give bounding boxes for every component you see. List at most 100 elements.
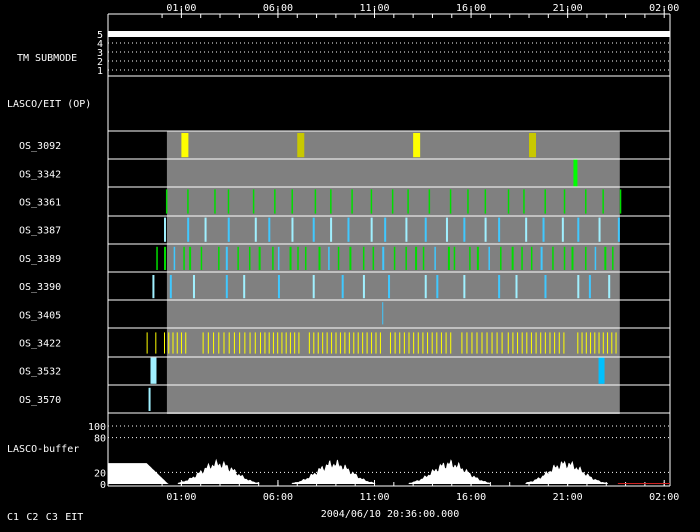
os-row-label: OS_3405 xyxy=(19,310,61,321)
legend-eit: EIT xyxy=(65,512,83,523)
os-mark xyxy=(148,387,151,411)
os-mark xyxy=(312,217,315,242)
os-mark xyxy=(372,246,375,270)
os-mark xyxy=(619,189,622,214)
os-mark xyxy=(233,332,235,354)
os-mark xyxy=(382,302,384,325)
os-mark xyxy=(604,246,607,270)
os-mark xyxy=(585,246,587,270)
os-mark xyxy=(427,332,429,354)
os-mark xyxy=(563,332,565,354)
timestamp-label: 2004/06/10 20:36:00.000 xyxy=(321,509,459,520)
os-mark xyxy=(544,189,546,214)
buffer-tick-label: 100 xyxy=(88,422,106,433)
buffer-tick-label: 20 xyxy=(94,468,106,479)
os-mark xyxy=(453,246,456,270)
os-row-label: OS_3570 xyxy=(19,395,61,406)
os-mark xyxy=(388,275,391,299)
os-mark xyxy=(529,133,537,158)
os-row-label: OS_3390 xyxy=(19,282,61,293)
os-mark xyxy=(540,246,543,270)
os-mark xyxy=(289,332,291,354)
os-mark xyxy=(370,217,373,242)
os-mark xyxy=(322,332,324,354)
os-mark xyxy=(185,332,187,354)
os-mark xyxy=(176,332,178,354)
os-mark xyxy=(413,133,421,158)
os-mark xyxy=(291,217,294,242)
os-row-label: OS_3361 xyxy=(19,198,61,209)
os-mark xyxy=(467,189,469,214)
os-mark xyxy=(330,217,333,242)
os-mark xyxy=(602,332,604,354)
os-mark xyxy=(155,332,157,354)
os-mark xyxy=(181,133,189,158)
os-mark xyxy=(577,332,579,354)
os-mark xyxy=(561,217,564,242)
os-mark xyxy=(249,332,251,354)
os-mark xyxy=(152,275,155,299)
os-mark xyxy=(512,332,514,354)
os-mark xyxy=(486,332,488,354)
os-mark xyxy=(312,275,315,299)
os-mark xyxy=(331,332,333,354)
os-mark xyxy=(379,332,381,354)
os-mark xyxy=(277,275,280,299)
os-mark xyxy=(431,332,433,354)
os-mark xyxy=(165,189,168,214)
os-mark xyxy=(168,332,170,354)
os-mark xyxy=(192,275,195,299)
os-mark xyxy=(463,217,466,242)
os-mark xyxy=(244,332,246,354)
os-mark xyxy=(608,275,611,299)
os-mark xyxy=(447,246,450,270)
os-mark xyxy=(394,332,396,354)
os-mark xyxy=(585,189,587,214)
os-mark xyxy=(484,189,487,214)
os-mark xyxy=(228,332,230,354)
os-mark xyxy=(577,275,580,299)
os-mark xyxy=(391,189,394,214)
os-mark xyxy=(491,332,493,354)
time-label-bottom: 06:00 xyxy=(263,492,293,503)
os-mark xyxy=(540,332,542,354)
os-mark xyxy=(424,217,427,242)
tm-level-label: 3 xyxy=(97,48,103,59)
os-mark xyxy=(339,332,341,354)
os-mark xyxy=(298,332,300,354)
os-mark xyxy=(521,332,523,354)
os-mark xyxy=(237,246,239,270)
os-mark xyxy=(481,332,483,354)
legend-c1: C1 xyxy=(7,512,19,523)
os-mark xyxy=(357,332,359,354)
os-mark xyxy=(530,332,532,354)
os-mark xyxy=(590,332,592,354)
os-row-label: OS_3532 xyxy=(19,367,61,378)
os-mark xyxy=(314,189,317,214)
time-label-bottom: 02:00 xyxy=(649,492,679,503)
os-mark xyxy=(544,332,546,354)
os-mark xyxy=(511,246,514,270)
os-mark xyxy=(515,275,518,299)
legend-c3: C3 xyxy=(46,512,58,523)
tm-submode-label: TM SUBMODE xyxy=(17,53,77,64)
os-mark xyxy=(461,332,463,354)
os-mark xyxy=(413,332,415,354)
os-mark xyxy=(434,246,436,270)
os-mark xyxy=(488,246,490,270)
os-mark xyxy=(530,246,533,270)
os-mark xyxy=(223,332,225,354)
os-mark xyxy=(573,159,578,187)
os-mark xyxy=(277,246,280,270)
os-mark xyxy=(558,332,560,354)
os-mark xyxy=(525,217,528,242)
os-mark xyxy=(598,217,601,242)
os-mark xyxy=(213,332,215,354)
os-row-label: OS_3422 xyxy=(19,339,61,350)
os-mark xyxy=(164,332,166,354)
os-mark xyxy=(308,332,310,354)
os-mark xyxy=(581,332,583,354)
os-mark xyxy=(585,332,587,354)
os-mark xyxy=(294,332,296,354)
os-mark xyxy=(415,246,418,270)
